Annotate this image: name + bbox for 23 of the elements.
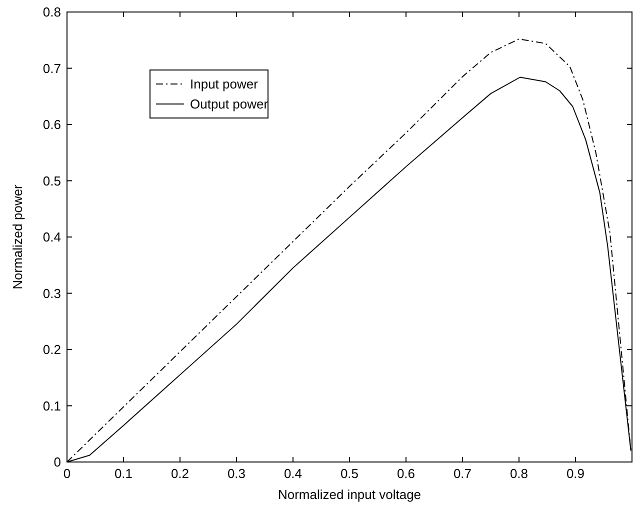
x-tick-label: 0.2 (170, 466, 190, 481)
x-tick-label: 0.1 (114, 466, 133, 481)
x-tick-label: 0.3 (227, 466, 246, 481)
legend-label: Input power (190, 76, 259, 92)
y-tick-label: 0.5 (42, 173, 61, 188)
y-tick-label: 0.1 (42, 398, 61, 414)
y-tick-label: 0.2 (42, 342, 61, 357)
y-tick-label: 0.3 (42, 286, 61, 301)
y-tick-label: 0.4 (42, 230, 61, 244)
y-tick-label: 0 (54, 454, 61, 470)
y-axis-title: Normalized power (10, 184, 25, 290)
x-tick-label: 0.8 (510, 466, 528, 481)
y-tick-label: 0.8 (42, 4, 61, 20)
x-tick-label: 0.5 (340, 466, 359, 481)
y-tick-label: 0.7 (42, 60, 61, 76)
x-tick-label: 0 (63, 466, 71, 481)
x-tick-label: 0.6 (396, 466, 416, 481)
y-tick-label: 0.6 (42, 117, 61, 132)
x-tick-label: 0.9 (566, 466, 585, 481)
x-tick-label: 0.7 (453, 466, 472, 481)
legend-label: Output power (190, 96, 269, 112)
x-axis-title: Normalized input voltage (278, 487, 422, 502)
x-tick-label: 0.4 (284, 466, 302, 481)
